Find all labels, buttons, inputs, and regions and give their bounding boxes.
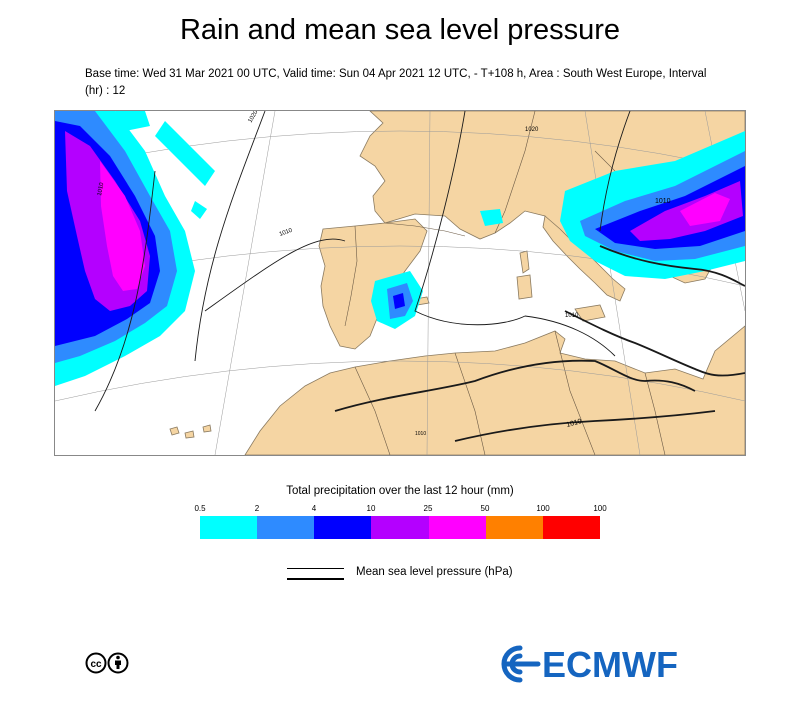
- precipitation-layer: [55, 111, 745, 386]
- land-north-africa: [244, 325, 745, 455]
- rain-spots-atlantic: [115, 111, 207, 219]
- legend-swatch: [542, 516, 600, 539]
- border-line: [644, 372, 666, 455]
- legend-tick: 2: [254, 504, 260, 513]
- mslp-legend-thin-line: [287, 568, 344, 569]
- border-line: [354, 366, 391, 455]
- land-corsica: [519, 250, 530, 274]
- svg-text:cc: cc: [90, 659, 102, 670]
- legend-tick: 0.5: [194, 504, 206, 513]
- legend-tick: 25: [423, 504, 433, 513]
- legend-tick: 10: [366, 504, 376, 513]
- graticule-line: [426, 111, 431, 455]
- legend-swatch: [200, 516, 258, 539]
- legend-tick: 100: [536, 504, 550, 513]
- isobar-line: [414, 111, 526, 326]
- isobar-label: 1010: [565, 313, 579, 319]
- legend-swatch: [428, 516, 486, 539]
- isobar-label: 1010: [655, 198, 671, 205]
- legend-swatch: [371, 516, 429, 539]
- land-sardinia: [516, 274, 533, 300]
- precipitation-color-bar: [200, 516, 600, 539]
- isobar-label: 1010: [279, 227, 294, 237]
- rain-area-atlantic-extreme: [100, 161, 145, 291]
- mslp-legend: Mean sea level pressure (hPa): [287, 566, 547, 584]
- legend-swatch: [257, 516, 315, 539]
- isobar-label: 1010: [415, 431, 426, 437]
- legend-swatch: [485, 516, 543, 539]
- border-line: [454, 352, 486, 455]
- rain-area-east-extreme: [680, 193, 730, 226]
- isobar-layer: [94, 111, 745, 442]
- rain-band-atlantic: [155, 121, 215, 186]
- legend-tick: 4: [311, 504, 317, 513]
- isobar-line: [194, 111, 266, 362]
- chart-title: Rain and mean sea level pressure: [179, 14, 621, 46]
- isobar-line: [454, 410, 716, 442]
- isobar-line: [524, 315, 616, 357]
- border-line: [384, 222, 466, 237]
- graticule-line: [55, 130, 745, 172]
- isobar-label: 1010: [566, 418, 583, 429]
- isobar-line: [599, 245, 745, 287]
- border-line: [554, 330, 596, 455]
- legend-tick: 100: [593, 504, 607, 513]
- graticule-line: [584, 111, 641, 455]
- isobar-label: 1010: [97, 182, 105, 197]
- ecmwf-logo[interactable]: ECMWF: [498, 644, 718, 689]
- precipitation-map[interactable]: 1010 1020 1010 1020 1010 1010 1010 1010: [54, 110, 746, 456]
- isobar-line: [94, 170, 156, 412]
- legend-swatch: [314, 516, 372, 539]
- creative-commons-by-icon[interactable]: cc: [85, 652, 129, 679]
- isobar-label: 1020: [525, 127, 539, 133]
- isobar-line: [564, 310, 745, 377]
- ecmwf-logo-mark: [501, 645, 541, 683]
- precipitation-legend-ticks: 0.5 2 4 10 25 50 100 100: [194, 504, 606, 516]
- isobar-line: [599, 111, 631, 232]
- precipitation-legend-title: Total precipitation over the last 12 hou…: [286, 485, 514, 497]
- rain-area-iberia-core: [393, 293, 405, 309]
- isobar-line: [334, 359, 696, 412]
- mslp-legend-thick-line: [287, 578, 344, 580]
- land-sicily: [574, 304, 606, 322]
- isobar-line: [204, 238, 346, 312]
- chart-subtitle: Base time: Wed 31 Mar 2021 00 UTC, Valid…: [85, 68, 707, 97]
- map-canvas: 1010 1020 1010 1020 1010 1010 1010 1010: [55, 111, 745, 455]
- ecmwf-logo-text: ECMWF: [542, 644, 678, 684]
- land-canaries: [169, 424, 212, 439]
- legend-tick: 50: [480, 504, 490, 513]
- border-line: [344, 225, 358, 327]
- rain-spot-gulf-lion: [480, 209, 503, 226]
- land-iberia: [318, 218, 428, 350]
- isobar-label: 1020: [248, 111, 260, 124]
- land-layer: [169, 111, 745, 455]
- mslp-legend-label: Mean sea level pressure (hPa): [356, 566, 513, 578]
